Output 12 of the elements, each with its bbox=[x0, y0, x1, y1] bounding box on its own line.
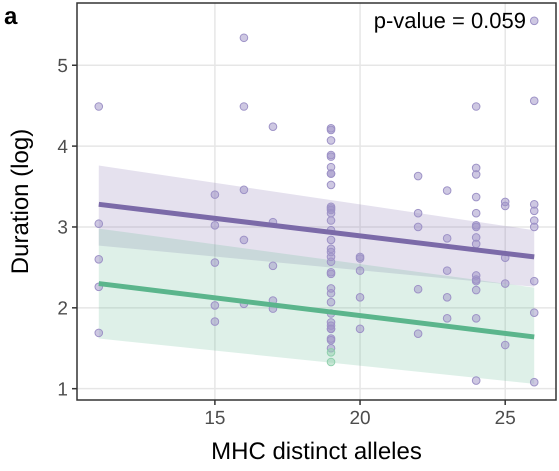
y-tick-label: 3 bbox=[57, 218, 68, 239]
y-tick-label: 4 bbox=[57, 136, 68, 158]
y-tick-label: 2 bbox=[57, 298, 68, 320]
x-tick-label: 25 bbox=[494, 408, 516, 429]
annotation: p-value = 0.059 bbox=[374, 8, 526, 33]
y-tick-label: 1 bbox=[57, 379, 68, 400]
chart-title: a bbox=[4, 3, 18, 30]
y-axis-title: Duration (log) bbox=[7, 128, 34, 274]
x-axis-title: MHC distinct alleles bbox=[211, 438, 422, 465]
x-tick-label: 15 bbox=[204, 408, 226, 429]
y-tick-label: 5 bbox=[57, 56, 68, 77]
x-tick-label: 20 bbox=[349, 408, 371, 429]
